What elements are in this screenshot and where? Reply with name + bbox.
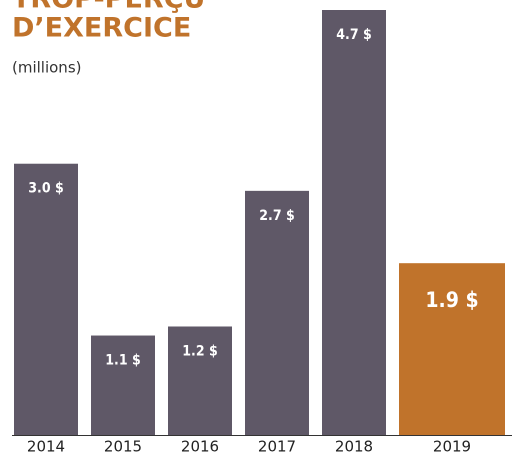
x-tick-label: 2016 [181,438,219,456]
x-tick-label: 2019 [433,438,471,456]
subtitle: (millions) [12,59,82,77]
x-tick-label: 2014 [27,438,65,456]
value-label: 3.0 $ [28,181,63,197]
bar [399,263,505,435]
value-label: 4.7 $ [336,27,371,43]
value-label: 1.9 $ [425,288,478,312]
x-tick-label: 2018 [335,438,373,456]
chart-title: TROP-PERÇU [12,0,205,15]
x-tick-label: 2017 [258,438,296,456]
value-label: 1.2 $ [182,343,217,359]
value-label: 2.7 $ [259,208,294,224]
bar [14,163,78,436]
x-tick-label: 2015 [104,438,142,456]
bar [322,10,386,435]
bar [245,190,309,435]
chart-title: D’EXERCICE [12,13,191,44]
value-label: 1.1 $ [105,353,140,369]
bar [168,326,232,435]
bar [91,335,155,435]
